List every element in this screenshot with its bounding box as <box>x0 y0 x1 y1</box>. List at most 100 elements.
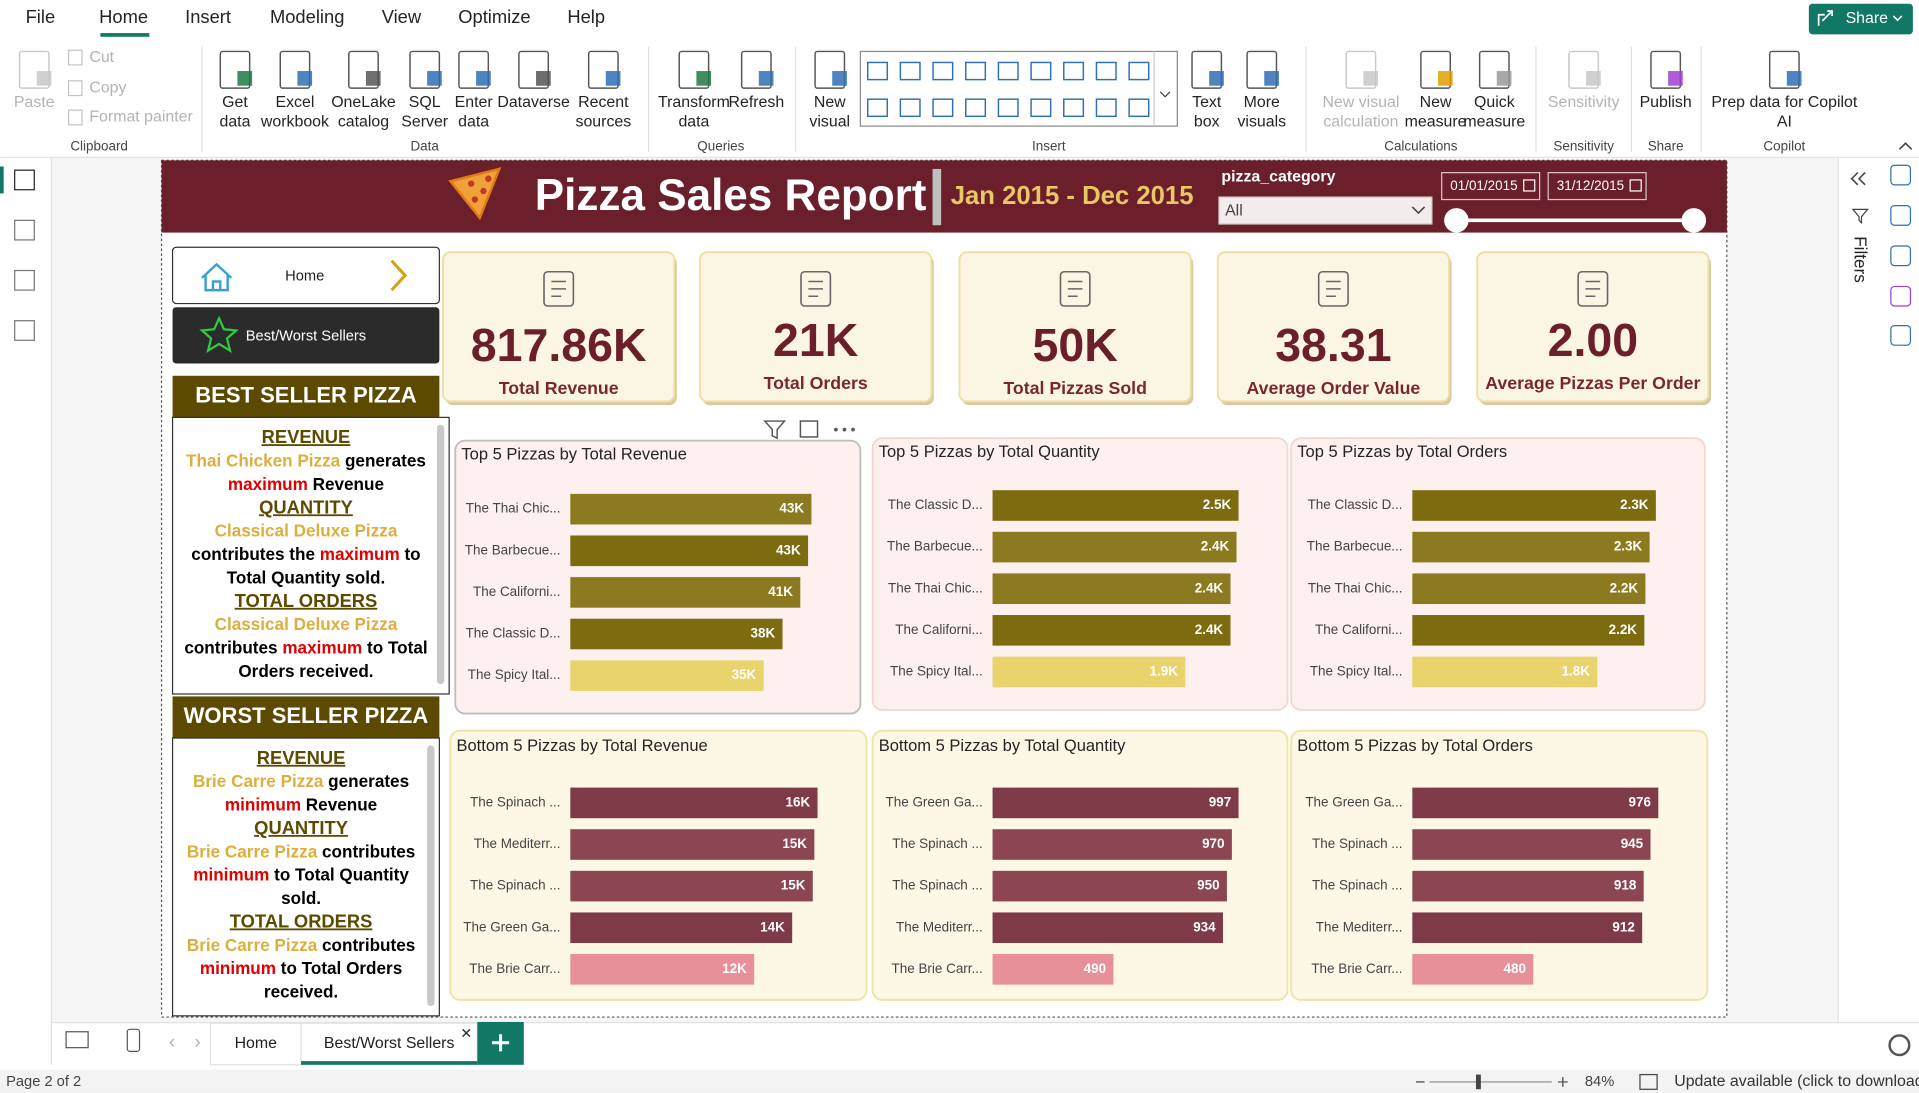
visual-type-icon[interactable] <box>1063 98 1085 118</box>
ribbon-button-label[interactable]: Sensitivity <box>1548 94 1620 111</box>
visual-type-icon[interactable] <box>932 61 954 81</box>
kpi-icon-detail <box>1067 280 1083 297</box>
kpi-icon-detail <box>1326 280 1341 297</box>
menu-tab[interactable]: View <box>382 6 422 27</box>
ribbon-button-label[interactable]: workbook <box>260 114 329 131</box>
ribbon-button-label[interactable]: visual <box>809 114 850 131</box>
visual-type-icon[interactable] <box>1128 98 1150 118</box>
visual-type-icon[interactable] <box>866 61 889 81</box>
close-tab-icon[interactable] <box>462 1028 471 1038</box>
visual-more-icon[interactable] <box>834 427 838 432</box>
ribbon-button-label[interactable]: sources <box>576 114 632 131</box>
ribbon-button-label[interactable]: box <box>1194 114 1220 131</box>
visual-more-icon[interactable] <box>842 427 847 432</box>
visual-focus-icon[interactable] <box>799 420 819 438</box>
nav-sellers-button[interactable] <box>172 307 440 364</box>
ribbon-button-label[interactable]: measure <box>1463 114 1525 131</box>
ribbon-button-label[interactable]: More <box>1244 94 1280 111</box>
ribbon-button-label[interactable]: measure <box>1405 114 1467 131</box>
visual-type-icon[interactable] <box>965 61 987 81</box>
visual-type-icon[interactable] <box>899 98 921 118</box>
ribbon-button-label[interactable]: Publish <box>1640 94 1692 111</box>
ribbon-button-label[interactable]: Quick <box>1474 94 1515 111</box>
data-label: 43K <box>779 501 804 516</box>
category-label: The Thai Chic... <box>466 501 561 516</box>
visual-type-icon[interactable] <box>1030 61 1052 81</box>
ribbon-button-label[interactable]: Server <box>401 114 449 131</box>
pane-icon[interactable] <box>1890 164 1912 186</box>
visual-more-icon[interactable] <box>851 427 855 432</box>
ribbon-button-label[interactable]: Text <box>1192 94 1222 111</box>
slicer-dropdown[interactable] <box>1218 196 1433 225</box>
ribbon-button-label[interactable]: Refresh <box>728 94 784 111</box>
ribbon-button-label[interactable]: Format painter <box>89 109 193 126</box>
zoom-plus[interactable] <box>1557 1077 1568 1087</box>
visual-type-icon[interactable] <box>932 98 954 118</box>
visual-type-icon[interactable] <box>997 98 1019 118</box>
ribbon-button-label[interactable]: Cut <box>89 49 114 66</box>
ribbon-button-label[interactable]: visuals <box>1237 114 1286 131</box>
date-slider-handle[interactable] <box>1681 208 1707 233</box>
visual-type-icon[interactable] <box>965 98 987 118</box>
panel-text: contributes <box>184 637 282 657</box>
ribbon-button-label[interactable]: data <box>219 114 250 131</box>
ribbon-button-icon <box>1420 50 1451 89</box>
visual-type-icon[interactable] <box>1095 61 1117 81</box>
visual-type-icon[interactable] <box>1128 61 1150 81</box>
fit-page-icon[interactable] <box>1639 1073 1658 1090</box>
view-icon[interactable] <box>14 219 35 241</box>
page-tab[interactable] <box>209 1022 302 1066</box>
data-label: 2.4K <box>1201 539 1230 554</box>
ribbon-button-label[interactable]: Excel <box>275 94 314 111</box>
menu-tab[interactable]: Insert <box>185 6 231 27</box>
menu-tab[interactable]: Modeling <box>270 6 344 27</box>
menu-tab[interactable]: Home <box>99 6 148 27</box>
bar <box>992 490 1239 521</box>
ribbon-button-label[interactable]: catalog <box>338 114 389 131</box>
ribbon-button-label[interactable]: Recent <box>578 94 629 111</box>
visual-type-icon[interactable] <box>997 61 1019 81</box>
panel-text: minimum <box>200 958 276 978</box>
visual-filter-icon[interactable] <box>763 420 787 440</box>
view-icon[interactable] <box>14 169 35 191</box>
ribbon-button-label[interactable]: Transform <box>658 94 730 111</box>
visual-type-icon[interactable] <box>1095 98 1117 118</box>
ribbon-button-label[interactable]: OneLake <box>331 94 396 111</box>
ribbon-button-label[interactable]: calculation <box>1323 114 1398 131</box>
date-slider-handle[interactable] <box>1444 208 1469 233</box>
ribbon-button-label[interactable]: data <box>678 114 709 131</box>
pane-icon[interactable] <box>1890 285 1912 307</box>
share-button[interactable] <box>1808 3 1913 35</box>
ribbon-button-label[interactable]: Copy <box>89 79 126 96</box>
collapse-filters[interactable] <box>1850 172 1866 186</box>
ribbon-button-label[interactable]: Paste <box>14 94 55 111</box>
visual-type-icon[interactable] <box>1063 61 1085 81</box>
visual-type-icon[interactable] <box>899 61 921 81</box>
view-icon[interactable] <box>14 269 35 291</box>
ribbon-button-label[interactable]: data <box>458 114 489 131</box>
menu-tab[interactable]: Help <box>567 6 605 27</box>
ribbon-button-label[interactable]: New visual <box>1322 94 1399 111</box>
ribbon-button-label[interactable]: New <box>814 94 846 111</box>
visual-type-icon[interactable] <box>1030 98 1052 118</box>
ribbon-button-label[interactable]: Dataverse <box>497 94 570 111</box>
status-update[interactable]: Update available (click to download) <box>1674 1073 1919 1090</box>
pane-icon[interactable] <box>1890 205 1912 226</box>
ribbon-button-label[interactable]: Get <box>222 94 248 111</box>
ribbon-button-label[interactable]: AI <box>1777 114 1792 131</box>
menu-tab[interactable]: File <box>26 6 56 27</box>
settings-icon[interactable] <box>1888 1034 1911 1057</box>
pane-icon[interactable] <box>1890 324 1912 346</box>
desktop-view-icon[interactable] <box>65 1031 89 1049</box>
visual-type-icon[interactable] <box>866 98 889 118</box>
nav-home-button[interactable] <box>171 246 440 305</box>
ribbon-button-label[interactable]: Prep data for Copilot <box>1711 94 1857 111</box>
zoom-thumb[interactable] <box>1475 1074 1481 1090</box>
view-icon[interactable] <box>14 320 35 341</box>
pane-icon[interactable] <box>1890 245 1912 267</box>
menu-tab[interactable]: Optimize <box>458 6 530 27</box>
ribbon-button-label[interactable]: Enter <box>455 94 494 111</box>
ribbon-button-label[interactable]: New <box>1420 94 1452 111</box>
ribbon-button-label[interactable]: SQL <box>409 94 441 111</box>
mobile-view-icon[interactable] <box>126 1028 141 1052</box>
